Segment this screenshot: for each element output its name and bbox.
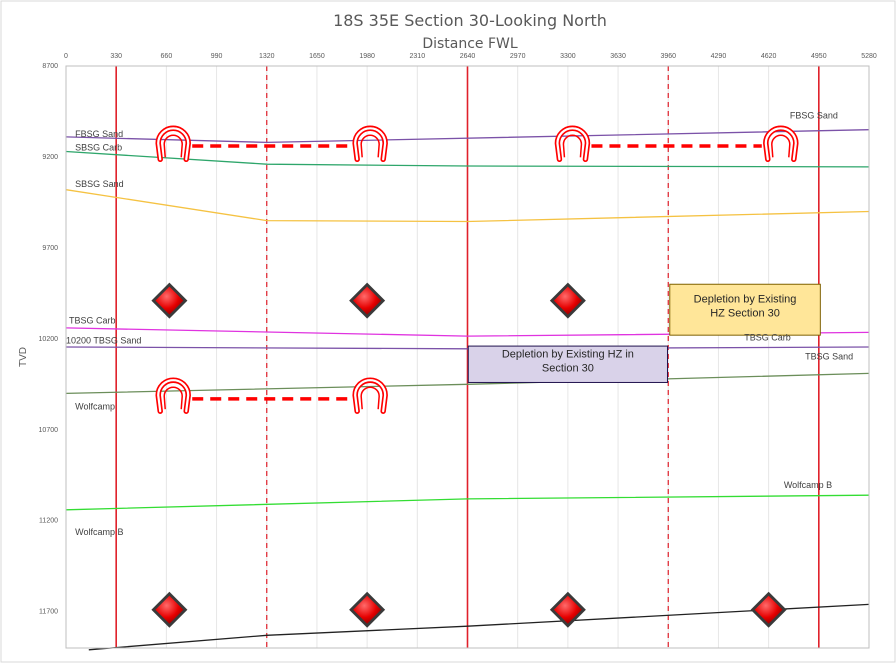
y-tick-label: 10700 (39, 427, 59, 434)
horseshoe-groove (562, 134, 583, 158)
annotation-text: Depletion by Existing (694, 294, 797, 306)
x-tick-label: 1650 (309, 53, 325, 60)
diamond-icon (553, 286, 582, 315)
formation-label: SBSG Sand (75, 179, 124, 189)
x-tick-label: 1320 (259, 53, 275, 60)
formation-label: 10200 TBSG Sand (66, 335, 141, 345)
well-markers (151, 125, 799, 628)
diamond-icon (353, 286, 382, 315)
x-tick-label: 2970 (510, 53, 526, 60)
x-tick-label: 4620 (761, 53, 777, 60)
x-tick-label: 2310 (410, 53, 426, 60)
diamond-icon (155, 595, 184, 624)
horseshoe-groove (360, 386, 380, 410)
formation-label: Wolfcamp B (75, 527, 123, 537)
x-tick-label: 3630 (610, 53, 626, 60)
formation-line (65, 129, 870, 144)
annotation-text: Section 30 (542, 362, 594, 374)
horseshoe-icon (155, 377, 191, 414)
horseshoe-icon (763, 125, 799, 163)
x-tick-label: 990 (211, 53, 223, 60)
horseshoe-groove (163, 134, 183, 158)
x-tick-label: 0 (64, 53, 68, 60)
y-axis-label: TVD (18, 347, 29, 367)
formation-label: Wolfcamp B (784, 480, 832, 490)
formation-label: TBSG Sand (805, 352, 853, 362)
formation-label: TBSG Carb (744, 333, 791, 343)
horseshoe-icon (352, 377, 388, 414)
formation-label: Wolfcamp (75, 402, 115, 412)
formation-label: FBSG Sand (790, 111, 838, 121)
x-tick-label: 4950 (811, 53, 827, 60)
horseshoe-icon (554, 125, 591, 163)
formation-line (65, 372, 870, 395)
dashed-connectors (192, 144, 762, 401)
chart-title: 18S 35E Section 30-Looking North (333, 11, 607, 30)
formation-label: SBSG Carb (75, 143, 122, 153)
horseshoe-groove (360, 134, 380, 158)
x-tick-label: 660 (161, 53, 173, 60)
diamond-icon (754, 595, 783, 624)
y-tick-label: 8700 (42, 63, 58, 70)
horseshoe-inner (157, 379, 190, 413)
y-tick-label: 10200 (39, 336, 59, 343)
formation-line (65, 494, 870, 511)
x-tick-label: 5280 (861, 53, 877, 60)
formation-line (88, 603, 870, 651)
annotation-box (669, 283, 821, 336)
x-tick-label: 3300 (560, 53, 576, 60)
x-tick-label: 330 (110, 53, 122, 60)
y-tick-label: 9700 (42, 245, 58, 252)
y-tick-label: 9200 (42, 154, 58, 161)
horseshoe-inner (157, 127, 190, 161)
x-axis-label: Distance FWL (422, 36, 518, 52)
x-tick-label: 4290 (711, 53, 727, 60)
x-tick-label: 3960 (660, 53, 676, 60)
annotation-box (467, 345, 668, 383)
diamond-icon (553, 595, 582, 624)
plot-frame (65, 65, 870, 649)
section-lines (115, 66, 820, 648)
horseshoe-icon (352, 125, 388, 163)
diamond-icon (155, 286, 184, 315)
horseshoe-inner (354, 379, 387, 413)
y-tick-label: 11200 (39, 518, 58, 525)
x-tick-label: 2640 (460, 53, 476, 60)
x-tick-label: 1980 (359, 53, 375, 60)
formation-labels: FBSG Sand FBSG Sand SBSG Carb SBSG Sand TBSG… (66, 111, 853, 537)
annotation-text: Depletion by Existing HZ in (502, 348, 634, 360)
depletion-annotations: Depletion by Existing HZ Section 30 Deplet… (467, 283, 821, 383)
horseshoe-groove (163, 386, 183, 410)
horseshoe-icon (155, 125, 191, 163)
diamond-icon (353, 595, 382, 624)
formation-line (65, 150, 870, 168)
formation-label: TBSG Carb (69, 315, 116, 325)
horseshoe-groove (771, 134, 791, 158)
formation-line (65, 346, 870, 350)
y-tick-label: 11700 (39, 609, 58, 616)
horseshoe-inner (556, 127, 589, 161)
horseshoe-inner (764, 127, 797, 161)
y-tick-labels: 8700 9200 9700 10200 10700 11200 11700 (39, 63, 59, 616)
annotation-text: HZ Section 30 (710, 308, 780, 320)
x-tick-labels: 0 330 660 990 1320 1650 1980 2310 2640 2970 3300 36… (64, 53, 877, 60)
horseshoe-inner (354, 127, 387, 161)
formation-label: FBSG Sand (75, 129, 123, 139)
formation-line (65, 189, 870, 223)
